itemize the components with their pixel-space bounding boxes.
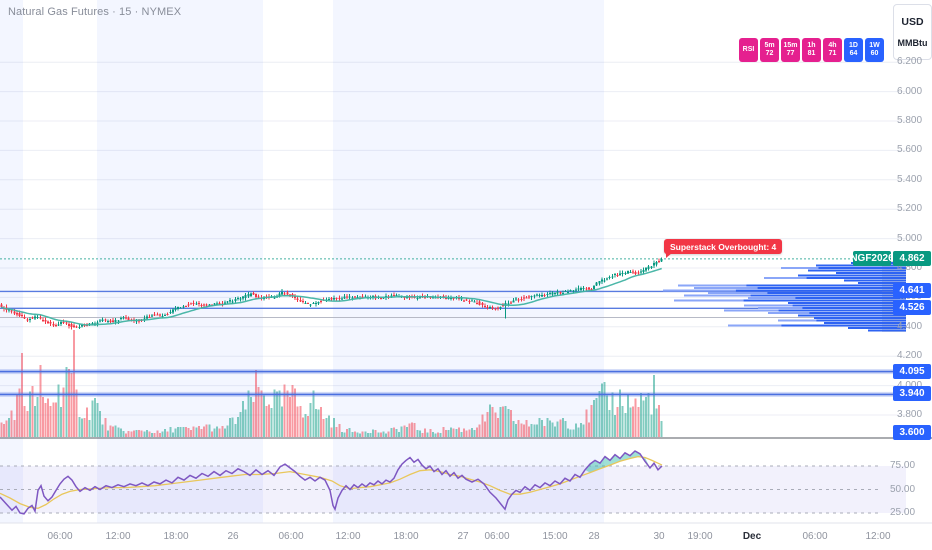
price-tick-4.400: 4.400 — [897, 320, 923, 332]
overbought-alert-text: Superstack Overbought: 4 — [670, 241, 777, 252]
rsi-badge-rsi[interactable]: RSI — [739, 38, 758, 62]
rsi-badge-label: 1W — [869, 42, 880, 49]
price-level-badge-4.526[interactable]: 4.526 — [893, 300, 931, 316]
rsi-badge-label: 15m — [783, 42, 798, 49]
time-label-12:00: 12:00 — [865, 531, 891, 542]
time-label-28: 28 — [588, 531, 600, 542]
rsi-badge-15m[interactable]: 15m 77 — [781, 38, 800, 62]
rsi-badge-1d[interactable]: 1D 64 — [844, 38, 863, 62]
time-label-30: 30 — [653, 531, 665, 542]
rsi-badge-1w[interactable]: 1W 60 — [865, 38, 884, 62]
rsi-badge-label: 1h — [807, 42, 816, 49]
time-label-06:00: 06:00 — [278, 531, 304, 542]
price-level-badge-4.641[interactable]: 4.641 — [893, 283, 931, 299]
price-tick-5.000: 5.000 — [897, 232, 923, 244]
price-tick-6.000: 6.000 — [897, 85, 923, 97]
overbought-alert-label[interactable]: Superstack Overbought: 4 — [664, 239, 783, 258]
time-label-Dec: Dec — [742, 531, 762, 542]
time-label-26: 26 — [227, 531, 239, 542]
rsi-badge-value: 71 — [828, 50, 837, 57]
time-label-18:00: 18:00 — [393, 531, 419, 542]
price-tick-4.200: 4.200 — [897, 350, 923, 362]
rsi-badge-value: 64 — [849, 50, 858, 57]
rsi-badge-value: 77 — [786, 50, 795, 57]
rsi-badge-label: 1D — [849, 42, 858, 49]
rsi-badge-value: 72 — [765, 50, 774, 57]
rsi-badge-value: 60 — [870, 50, 879, 57]
time-label-06:00: 06:00 — [47, 531, 73, 542]
price-level-badge-3.940[interactable]: 3.940 — [893, 386, 931, 402]
price-tick-5.600: 5.600 — [897, 144, 923, 156]
rsi-badge-1h[interactable]: 1h 81 — [802, 38, 821, 62]
unit-box[interactable]: USD MMBtu — [893, 4, 932, 60]
rsi-badge-5m[interactable]: 5m 72 — [760, 38, 779, 62]
rsi-badge-label: RSI — [742, 46, 755, 53]
alert-pointer-tail — [666, 253, 672, 258]
time-label-27: 27 — [457, 531, 469, 542]
price-tick-5.400: 5.400 — [897, 173, 923, 185]
price-level-badge-3.600[interactable]: 3.600 — [893, 425, 931, 440]
price-tick-4.000: 4.000 — [897, 379, 923, 391]
time-label-15:00: 15:00 — [542, 531, 568, 542]
price-tick-6.200: 6.200 — [897, 56, 923, 68]
time-label-12:00: 12:00 — [105, 531, 131, 542]
price-tick-5.200: 5.200 — [897, 203, 923, 215]
time-label-12:00: 12:00 — [335, 531, 361, 542]
rsi-badge-value: 81 — [807, 50, 816, 57]
price-tick-5.800: 5.800 — [897, 115, 923, 126]
rsi-badge-label: 4h — [828, 42, 837, 49]
time-label-06:00: 06:00 — [484, 531, 510, 542]
price-tick-4.800: 4.800 — [897, 262, 923, 273]
rsi-tick-25.00: 25.00 — [890, 507, 916, 518]
symbol-price-label[interactable]: NGF2026 4.862 — [850, 251, 931, 267]
unit-toggle[interactable]: MMBtu — [897, 38, 928, 49]
rsi-tick-75.00: 75.00 — [890, 460, 916, 471]
symbol-title[interactable]: Natural Gas Futures · 15 · NYMEX — [8, 6, 182, 18]
rsi-badge-4h[interactable]: 4h 71 — [823, 38, 842, 62]
currency-toggle[interactable]: USD — [901, 15, 924, 28]
rsi-timeframe-badges: RSI 5m 72 15m 77 1h 81 4h 71 1D 64 1W 60 — [739, 38, 884, 62]
price-level-badge-4.095[interactable]: 4.095 — [893, 363, 931, 379]
symbol-name-badge: NGF2026 — [850, 251, 894, 267]
rsi-badge-label: 5m — [764, 42, 775, 49]
time-label-18:00: 18:00 — [163, 531, 189, 542]
time-label-06:00: 06:00 — [802, 531, 828, 542]
price-tick-3.800: 3.800 — [897, 409, 923, 420]
last-price-badge: 4.862 — [893, 251, 931, 267]
time-label-19:00: 19:00 — [687, 531, 713, 542]
rsi-tick-50.00: 50.00 — [890, 483, 916, 495]
